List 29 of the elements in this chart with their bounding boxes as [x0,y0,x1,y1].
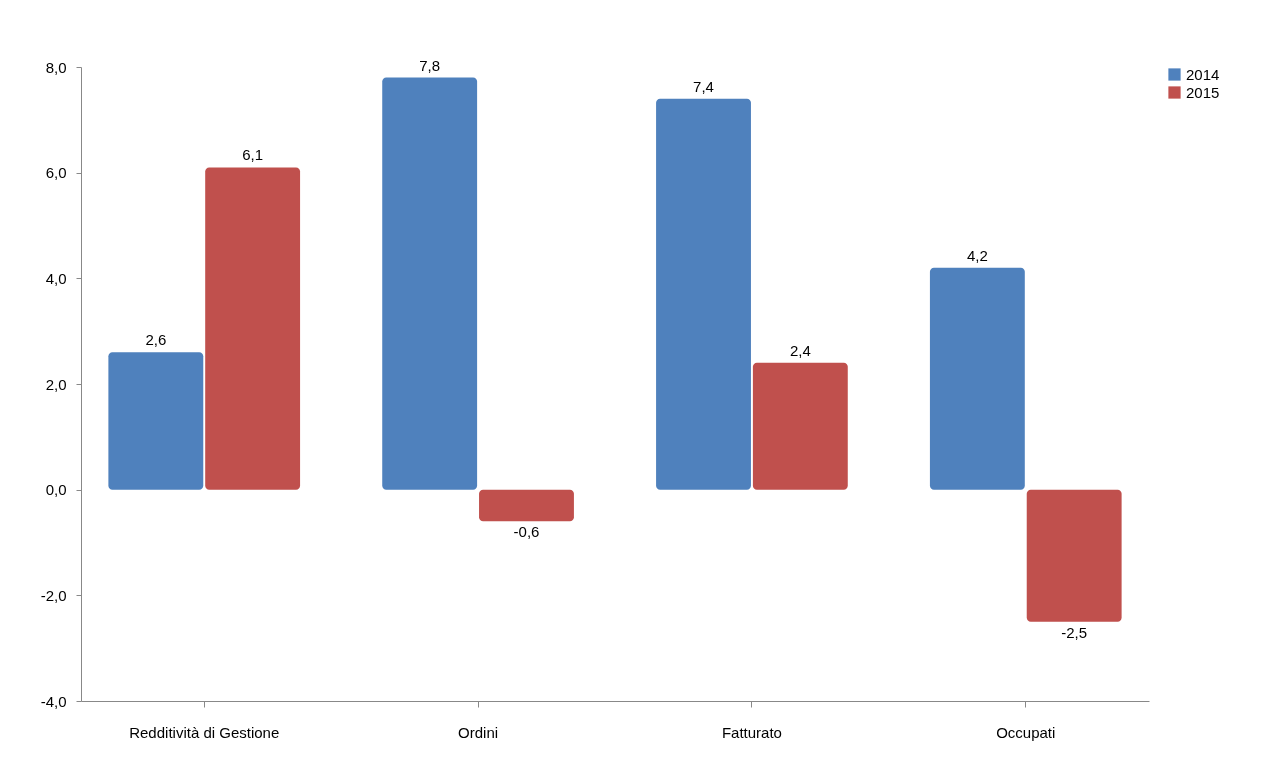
y-tick-label: 4,0 [45,269,67,287]
bar [108,352,204,490]
data-label: -2,5 [1061,623,1088,641]
y-tick-label: 8,0 [45,58,67,76]
y-tick-label: -4,0 [40,692,67,710]
y-tick-label: 0,0 [45,481,67,499]
bar [752,362,848,490]
bar [656,98,751,490]
data-label: 7,4 [693,77,714,95]
x-tick-label: Occupati [996,723,1056,741]
legend-label: 2014 [1186,65,1220,83]
bar [205,167,301,490]
x-tick-label: Redditività di Gestione [129,723,280,741]
bar [479,489,574,522]
bar [929,267,1025,490]
legend-label: 2015 [1186,83,1220,101]
y-tick-label: -2,0 [40,586,67,604]
data-label: 2,6 [145,331,167,349]
bar [382,77,478,490]
x-tick-label: Fatturato [721,723,782,741]
data-label: 4,2 [966,246,988,264]
bar [1026,489,1122,622]
data-label: 6,1 [242,146,264,164]
y-tick-label: 6,0 [45,164,67,182]
data-label: 7,8 [419,56,441,74]
y-tick-label: 2,0 [45,375,67,393]
x-tick-label: Ordini [458,723,499,741]
data-label: -0,6 [513,523,540,541]
data-label: 2,4 [789,341,811,359]
